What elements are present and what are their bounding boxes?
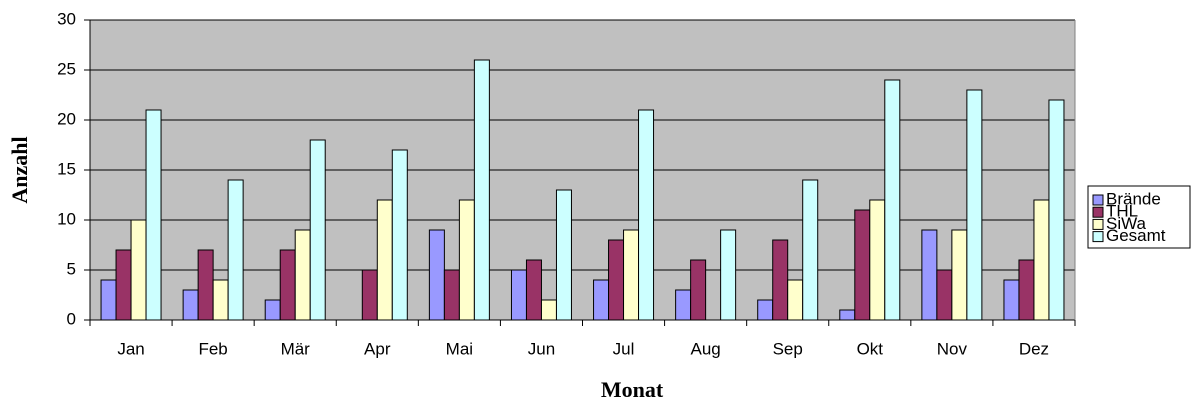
bar [675,289,692,321]
bar [212,279,229,321]
legend-label: SiWa [1106,214,1147,233]
x-tick-label: Mai [446,339,473,358]
bar [787,279,804,321]
x-tick-label: Sep [773,339,803,358]
bar [376,199,393,321]
bar [772,239,789,321]
x-tick-label: Jan [117,339,144,358]
bar [540,299,557,321]
legend-label: THL [1106,202,1138,221]
bar [279,249,296,321]
x-tick-label: Okt [857,339,884,358]
bar [309,139,326,321]
x-axis-label: Monat [601,377,664,402]
x-tick-label: Jul [613,339,635,358]
bar [757,299,774,321]
bar [638,109,655,321]
bar [525,259,542,321]
legend-swatch [1092,194,1104,206]
bar [100,279,117,321]
legend-swatch [1092,231,1104,243]
bar [264,299,281,321]
x-tick-label: Jun [528,339,555,358]
y-axis-label: Anzahl [7,136,32,203]
x-tick-label: Nov [937,339,968,358]
bar [839,309,856,321]
bar [608,239,625,321]
bar [130,219,147,321]
y-tick-label: 5 [67,259,76,278]
legend-swatch [1092,218,1104,230]
bar [1033,199,1050,321]
legend-label: Gesamt [1106,226,1166,245]
bar [361,269,378,321]
bar [1048,99,1065,321]
bar [802,179,819,321]
bar [428,229,445,321]
bar [623,229,640,321]
bar [182,289,199,321]
bar [391,149,408,321]
bar [1003,279,1020,321]
bar [473,59,490,321]
x-tick-label: Dez [1019,339,1049,358]
bar [555,189,572,321]
y-tick-label: 10 [57,209,76,228]
legend [1087,185,1191,249]
x-tick-label: Apr [364,339,391,358]
bar [227,179,244,321]
bar [720,229,737,321]
x-tick-label: Aug [691,339,721,358]
bar [145,109,162,321]
bar [458,199,475,321]
bar [294,229,311,321]
x-tick-label: Feb [198,339,227,358]
bar [1018,259,1035,321]
bar [443,269,460,321]
y-tick-label: 20 [57,109,76,128]
y-tick-label: 0 [67,309,76,328]
bar [921,229,938,321]
bar [951,229,968,321]
bar [115,249,132,321]
y-tick-label: 15 [57,159,76,178]
bar [197,249,214,321]
bar [936,269,953,321]
bar [510,269,527,321]
bar [690,259,707,321]
bar [884,79,901,321]
x-tick-label: Mär [281,339,311,358]
legend-label: Brände [1106,189,1161,208]
y-tick-label: 25 [57,59,76,78]
bar [854,209,871,321]
bar [869,199,886,321]
bar [593,279,610,321]
bar [966,89,983,321]
legend-swatch [1092,206,1104,218]
y-tick-label: 30 [57,9,76,28]
